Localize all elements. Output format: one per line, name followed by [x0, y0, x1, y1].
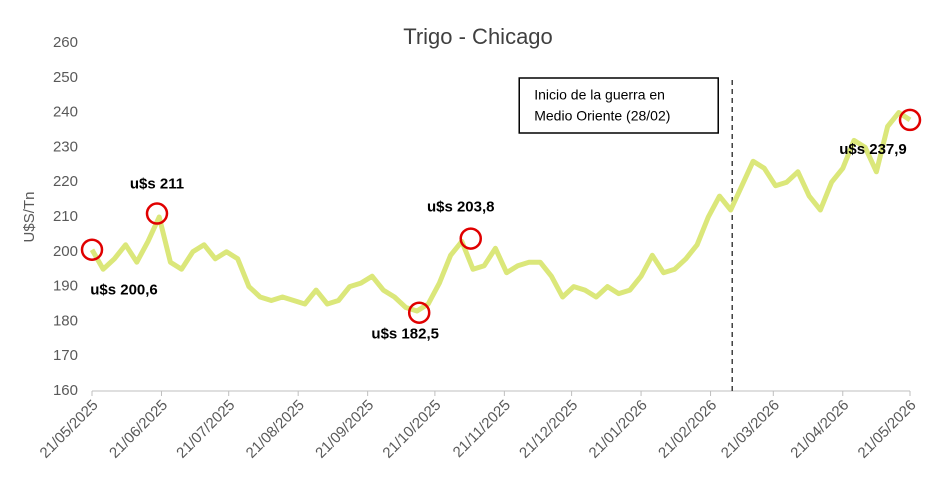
highlight-circle	[407, 301, 431, 324]
y-tick-label: 210	[53, 208, 78, 225]
annotation-label: u$s 182,5	[371, 326, 439, 343]
x-tick-label: 21/10/2025	[379, 397, 444, 462]
x-tick-label: 21/05/2025	[37, 397, 102, 462]
y-tick-label: 170	[53, 347, 78, 364]
x-tick-label: 21/06/2025	[106, 397, 171, 462]
price-line	[89, 110, 912, 314]
event-text: Inicio de la guerra en	[534, 87, 665, 103]
x-tick-label: 21/05/2026	[855, 397, 920, 462]
highlight-circle	[145, 202, 169, 225]
y-tick-label: 160	[53, 382, 78, 399]
y-tick-label: 230	[53, 138, 78, 155]
event-box	[518, 77, 719, 134]
annotation-label: u$s 203,8	[427, 199, 495, 216]
y-axis-label: U$S/Tn	[21, 192, 38, 243]
event-text: Medio Oriente (28/02)	[534, 108, 670, 124]
x-tick-label: 21/08/2025	[243, 397, 308, 462]
highlight-circle	[898, 108, 922, 132]
annotation-label: u$s 237,9	[839, 141, 907, 158]
y-tick-label: 260	[53, 34, 78, 51]
x-tick-label: 21/11/2025	[450, 397, 514, 461]
x-tick-label: 21/04/2026	[787, 397, 852, 462]
x-tick-label: 21/07/2025	[173, 397, 238, 462]
highlight-circle	[80, 238, 104, 261]
y-tick-label: 190	[53, 278, 78, 295]
x-tick-label: 21/09/2025	[312, 397, 377, 462]
y-tick-label: 180	[53, 312, 78, 329]
y-tick-label: 220	[53, 173, 78, 190]
chart-title: Trigo - Chicago	[403, 24, 553, 49]
highlight-circle	[459, 227, 482, 250]
x-tick-label: 21/02/2026	[655, 397, 720, 462]
x-tick-label: 21/01/2026	[586, 397, 651, 462]
annotation-label: u$s 200,6	[90, 282, 158, 299]
y-tick-label: 250	[53, 69, 78, 86]
y-tick-label: 200	[53, 243, 78, 260]
x-tick-label: 21/12/2025	[516, 397, 581, 462]
x-tick-label: 21/03/2026	[718, 397, 783, 462]
y-tick-label: 240	[53, 104, 78, 121]
annotation-label: u$s 211	[130, 175, 184, 192]
